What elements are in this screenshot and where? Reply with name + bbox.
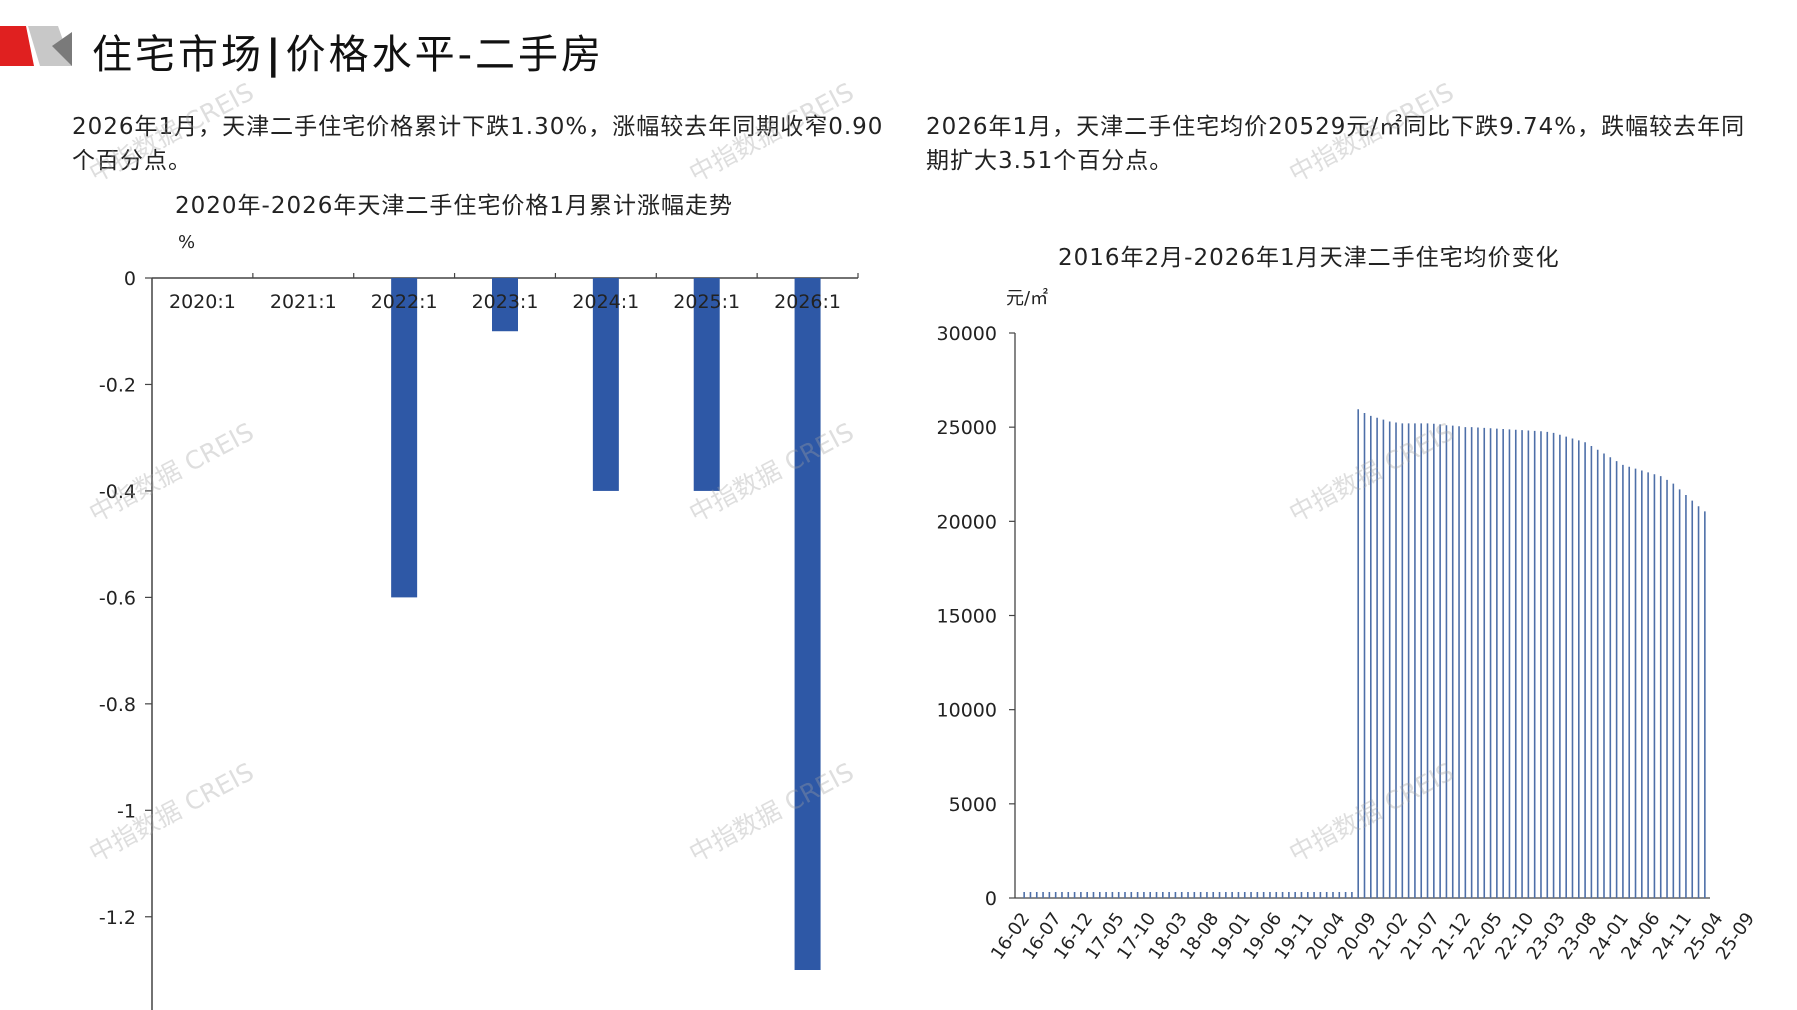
x-tick-label: 2026:1 [774,291,841,313]
title-part-market: 住宅市场 [92,32,264,78]
chart1-bar-chart: 0 -0.2 -0.4 -0.6 -0.8 -1 -1.2 2020:1 2021:1 2022:… [99,270,859,1010]
x-tick-label: 2025:1 [673,291,740,313]
y-tick-label: -0.6 [99,587,136,609]
chart1-ylabel: % [178,232,196,253]
bar [391,278,418,598]
chart2-title: 2016年2月-2026年1月天津二手住宅均价变化 [1058,245,1560,271]
y-tick-label: 0 [124,270,136,290]
x-tick-label: 2022:1 [371,291,438,313]
page-title: 住宅市场|价格水平-二手房 [92,22,604,80]
chart2-price-chart: 30000250002000015000100005000016-0216-07… [937,323,1760,964]
y-tick-label: 10000 [937,700,997,722]
y-tick-label: -0.4 [99,481,136,503]
y-tick-label: 25000 [937,417,997,439]
summary-left: 2026年1月，天津二手住宅价格累计下跌1.30%，涨幅较去年同期收窄0.90个… [72,114,884,174]
title-part-topic: 价格水平-二手房 [285,32,605,78]
title-separator: | [266,32,284,78]
x-tick-label: 2020:1 [169,291,236,313]
y-tick-label: 15000 [937,606,997,628]
bar [693,278,720,491]
bar [794,278,821,970]
y-tick-label: -0.8 [99,694,136,716]
bar [492,278,518,332]
y-tick-label: -1.2 [99,907,136,929]
y-tick-label: 0 [985,888,997,910]
bar [592,278,619,491]
y-tick-label: -1 [117,800,136,822]
x-tick-label: 2023:1 [472,291,539,313]
x-tick-label: 2024:1 [572,291,639,313]
y-tick-label: 20000 [937,511,997,533]
brand-logo [0,26,72,66]
y-tick-label: 5000 [949,794,997,816]
summary-right: 2026年1月，天津二手住宅均价20529元/㎡同比下跌9.74%，跌幅较去年同… [926,114,1746,174]
y-tick-label: -0.2 [99,374,136,396]
chart1-title: 2020年-2026年天津二手住宅价格1月累计涨幅走势 [175,193,733,219]
chart2-ylabel: 元/㎡ [1006,288,1049,309]
y-tick-label: 30000 [937,323,997,345]
x-tick-label: 2021:1 [270,291,337,313]
